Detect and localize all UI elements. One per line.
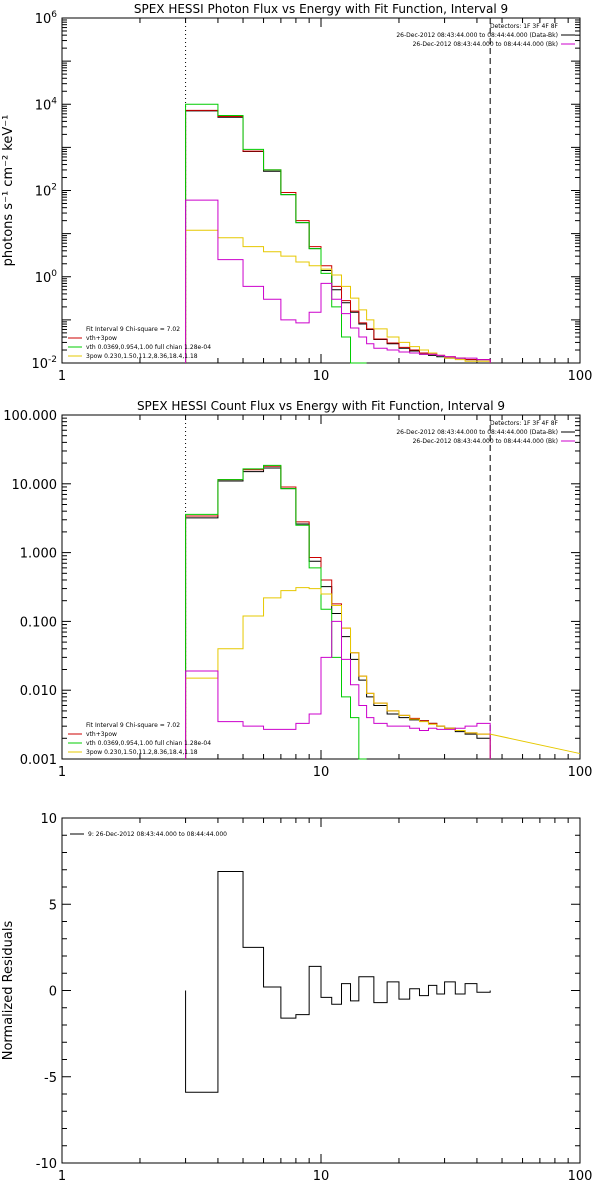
- x-tick-label: 10: [313, 1169, 330, 1184]
- series-line-1: [185, 109, 491, 363]
- legend-text: vth+3pow: [86, 335, 117, 342]
- x-tick-label: 100: [568, 765, 593, 780]
- legend-text: vth+3pow: [86, 731, 117, 738]
- y-tick-label: 10: [40, 812, 57, 827]
- count-flux-panel: SPEX HESSI Count Flux vs Energy with Fit…: [3, 399, 592, 780]
- y-tick-label: 0.001: [20, 753, 57, 768]
- x-tick-label: 1: [58, 369, 66, 384]
- x-tick-label: 10: [313, 765, 330, 780]
- legend-text: vth 0.0369,0.954,1.00 full chian 1.28e-0…: [86, 344, 211, 351]
- series-line-0: [185, 110, 491, 363]
- y-tick-label: 10-2: [31, 355, 57, 372]
- series-line-2: [185, 103, 367, 364]
- y-tick-label: 104: [35, 96, 58, 113]
- series-line-0: [185, 467, 491, 759]
- y-tick-label: 10.000: [12, 478, 58, 493]
- legend-text: 9: 26-Dec-2012 08:43:44.000 to 08:44:44.…: [88, 831, 227, 838]
- y-tick-label: 0.100: [20, 615, 57, 630]
- legend-text: 26-Dec-2012 08:43:44.000 to 08:44:44.000…: [396, 429, 558, 436]
- x-tick-label: 100: [568, 369, 593, 384]
- y-tick-label: 106: [35, 10, 58, 27]
- legend-text: 26-Dec-2012 08:43:44.000 to 08:44:44.000…: [413, 438, 558, 445]
- series-line-4: [185, 620, 491, 759]
- legend-text: Detectors: 1F 3F 4F 8F: [490, 420, 559, 427]
- power-law-extension-line: [490, 733, 581, 755]
- y-tick-label: 102: [35, 183, 57, 200]
- series-group: [185, 103, 491, 364]
- series-group: [185, 464, 581, 760]
- series-group: [185, 870, 491, 1093]
- residuals-panel: 1 10 100 10 5 0 -5 -10 Normalized Residuals 9: 26…: [1, 812, 592, 1184]
- x-tick-label: 10: [313, 369, 330, 384]
- series-line-1: [185, 465, 491, 759]
- photon-flux-panel: SPEX HESSI Photon Flux vs Energy with Fi…: [1, 2, 592, 384]
- x-tick-label: 1: [58, 765, 66, 780]
- series-line-0: [185, 870, 491, 1093]
- x-tick-label: 100: [568, 1169, 593, 1184]
- series-line-3: [185, 587, 491, 759]
- series-line-3: [185, 229, 491, 363]
- y-tick-label: 1.000: [20, 547, 57, 562]
- y-axis-label: photons s⁻¹ cm⁻² keV⁻¹: [1, 115, 16, 267]
- legend-text: Fit Interval 9 Chi-square = 7.02: [86, 326, 180, 333]
- series-line-4: [185, 199, 491, 363]
- y-tick-label: 5: [49, 898, 57, 913]
- legend-text: Fit Interval 9 Chi-square = 7.02: [86, 722, 180, 729]
- y-axis-label: Normalized Residuals: [1, 921, 16, 1061]
- legend-text: 26-Dec-2012 08:43:44.000 to 08:44:44.000…: [413, 41, 558, 48]
- y-tick-label: 0.010: [20, 684, 57, 699]
- legend-text: Detectors: 1F 3F 4F 8F: [490, 23, 559, 30]
- legend-text: 26-Dec-2012 08:43:44.000 to 08:44:44.000…: [396, 32, 558, 39]
- chart-title: SPEX HESSI Photon Flux vs Energy with Fi…: [134, 2, 508, 16]
- legend-text: 3pow 0.230,1.50,11.2,8.36,18.4,1.18: [86, 749, 198, 756]
- series-line-2: [185, 464, 367, 760]
- y-tick-label: 100.000: [3, 409, 57, 424]
- y-tick-label: -10: [36, 1157, 57, 1172]
- chart-title: SPEX HESSI Count Flux vs Energy with Fit…: [137, 399, 505, 413]
- legend-text: 3pow 0.230,1.50,11.2,8.36,18.4,1.18: [86, 353, 198, 360]
- x-tick-label: 1: [58, 1169, 66, 1184]
- y-tick-label: 0: [49, 985, 57, 1000]
- legend-text: vth 0.0369,0.954,1.00 full chian 1.28e-0…: [86, 740, 211, 747]
- y-tick-label: -5: [44, 1071, 57, 1086]
- y-tick-label: 100: [35, 269, 58, 286]
